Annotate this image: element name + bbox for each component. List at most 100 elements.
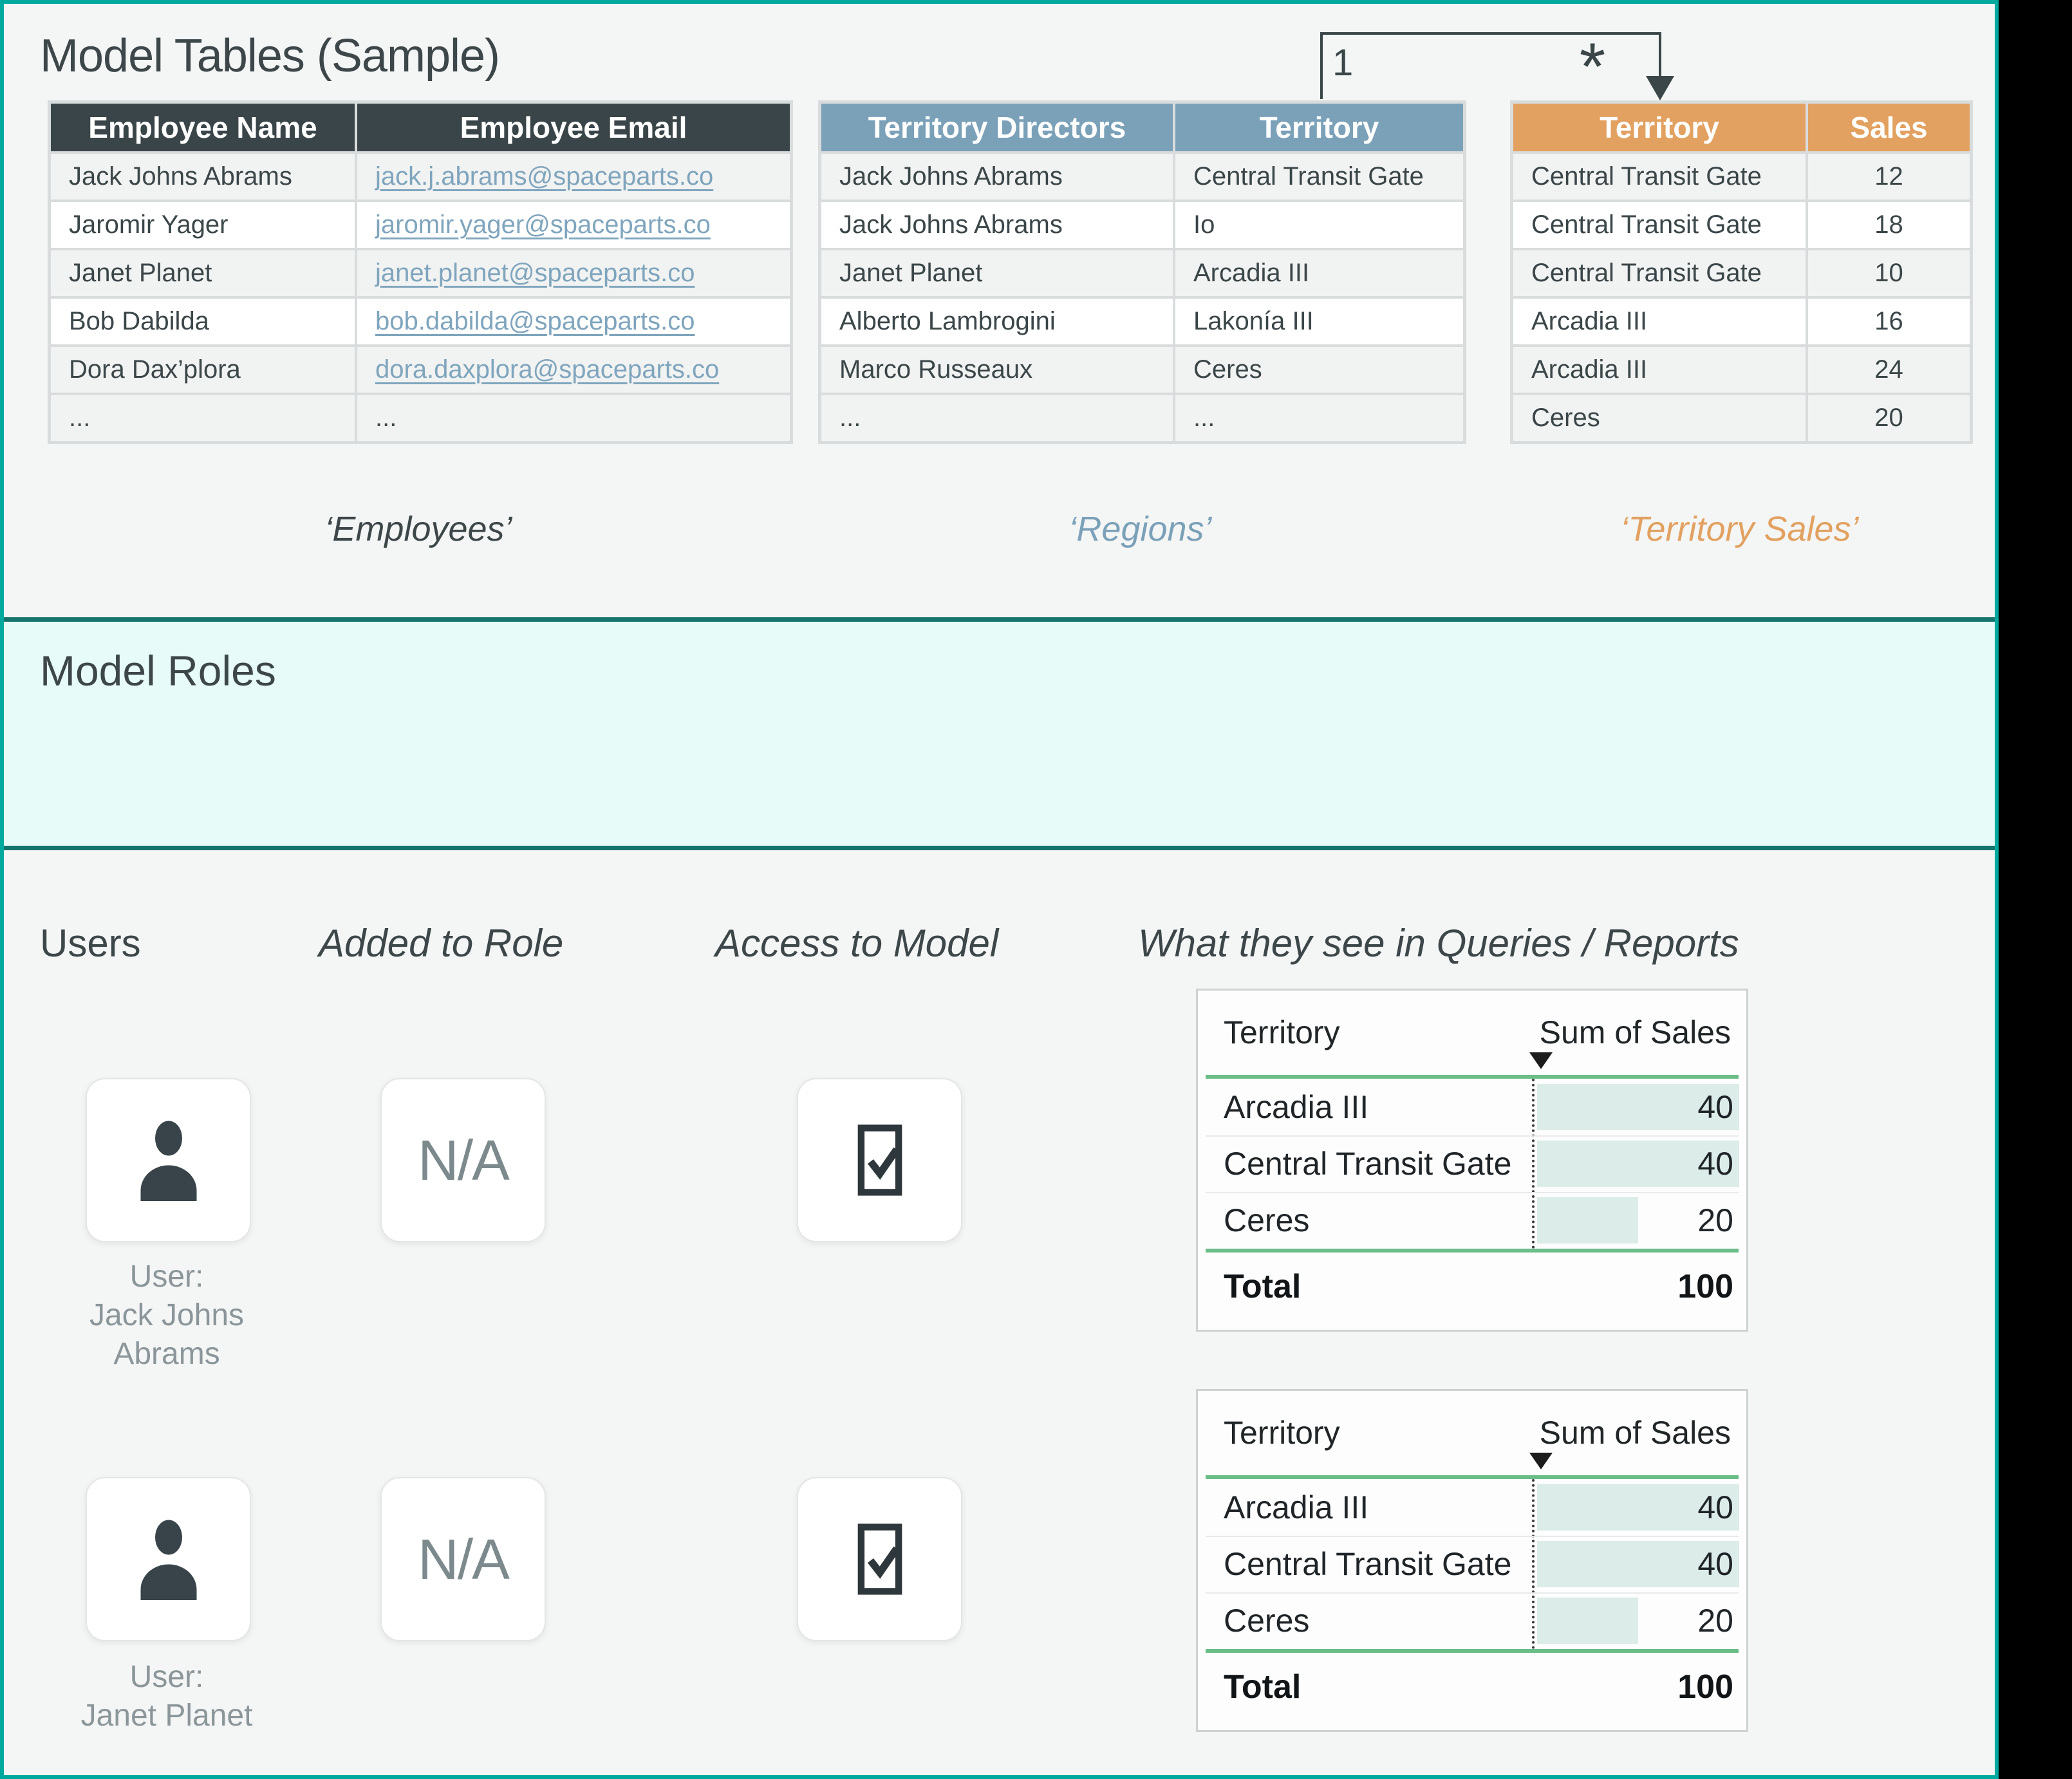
territory-sales-caption: ‘Territory Sales’ xyxy=(1620,510,1859,548)
model-tables-title: Model Tables (Sample) xyxy=(40,30,500,82)
report-table: Territory Sum of Sales Arcadia III 40 Ce… xyxy=(1196,989,1748,1332)
email-link[interactable]: dora.daxplora@spaceparts.co xyxy=(375,355,720,384)
user-avatar-card xyxy=(86,1477,251,1641)
report-value: 40 xyxy=(1697,1089,1733,1125)
user-label-line: User: xyxy=(129,1660,204,1694)
table-cell: Janet Planet xyxy=(821,250,1173,296)
divider xyxy=(1206,1249,1739,1253)
table-cell: Jaromir Yager xyxy=(51,202,355,248)
table-cell: 20 xyxy=(1808,395,1970,441)
report-total-label: Total xyxy=(1224,1668,1302,1706)
report-category: Ceres xyxy=(1224,1202,1310,1238)
column-header: Employee Name xyxy=(51,104,355,151)
table-cell: jack.j.abrams@spaceparts.co xyxy=(357,154,790,200)
column-divider xyxy=(1532,1479,1535,1649)
table-cell: Lakonía III xyxy=(1175,299,1463,344)
checked-checkbox-icon xyxy=(857,1124,902,1196)
table-cell: Central Transit Gate xyxy=(1513,250,1806,296)
report-row: Central Transit Gate 40 xyxy=(1198,1135,1746,1192)
email-link[interactable]: janet.planet@spaceparts.co xyxy=(375,259,695,287)
reports-heading: What they see in Queries / Reports xyxy=(1138,922,1739,965)
report-category: Arcadia III xyxy=(1224,1089,1369,1125)
report-value: 20 xyxy=(1697,1202,1733,1238)
column-divider xyxy=(1532,1079,1535,1249)
table-cell: Io xyxy=(1175,202,1463,248)
access-to-model-heading: Access to Model xyxy=(715,922,999,965)
report-category: Ceres xyxy=(1224,1603,1310,1639)
report-row: Ceres 20 xyxy=(1198,1192,1746,1249)
divider xyxy=(1206,1075,1739,1079)
relationship-line xyxy=(1320,32,1661,35)
table-cell: Alberto Lambrogini xyxy=(821,299,1173,344)
column-header: Employee Email xyxy=(357,104,790,151)
employees-caption: ‘Employees’ xyxy=(324,510,512,548)
person-icon xyxy=(140,1121,196,1201)
email-link[interactable]: bob.dabilda@spaceparts.co xyxy=(375,307,695,335)
column-header: Territory xyxy=(1513,104,1806,151)
role-na-label: N/A xyxy=(418,1128,510,1192)
report-total-value: 100 xyxy=(1677,1668,1733,1706)
report-category: Central Transit Gate xyxy=(1224,1546,1512,1582)
employees-table: Employee Name Employee Email Jack Johns … xyxy=(48,100,793,444)
model-roles-band: Model Roles xyxy=(4,617,1995,850)
table-cell: ... xyxy=(1175,395,1463,441)
table-cell: 12 xyxy=(1808,154,1970,200)
role-card: N/A xyxy=(380,1078,546,1242)
table-cell: Central Transit Gate xyxy=(1513,154,1806,200)
table-cell: Ceres xyxy=(1513,395,1806,441)
sort-descending-icon xyxy=(1529,1052,1553,1069)
table-cell: Ceres xyxy=(1175,347,1463,393)
table-cell: 16 xyxy=(1808,299,1970,344)
table-cell: Marco Russeaux xyxy=(821,347,1173,393)
table-cell: jaromir.yager@spaceparts.co xyxy=(357,202,790,248)
divider xyxy=(1206,1135,1739,1137)
report-row: Arcadia III 40 xyxy=(1198,1079,1746,1135)
regions-table: Territory Directors Territory Jack Johns… xyxy=(818,100,1466,444)
divider xyxy=(1206,1592,1739,1594)
divider xyxy=(1206,1536,1739,1537)
access-card xyxy=(797,1078,962,1242)
report-value: 40 xyxy=(1697,1146,1733,1182)
role-na-label: N/A xyxy=(418,1527,510,1591)
table-cell: 10 xyxy=(1808,250,1970,296)
report-row: Central Transit Gate 40 xyxy=(1198,1536,1746,1592)
cardinality-many-icon: * xyxy=(1579,30,1606,104)
report-row: Ceres 20 xyxy=(1198,1592,1746,1649)
report-value: 20 xyxy=(1697,1603,1733,1639)
table-cell: Arcadia III xyxy=(1175,250,1463,296)
table-cell: 18 xyxy=(1808,202,1970,248)
report-table: Territory Sum of Sales Arcadia III 40 Ce… xyxy=(1196,1389,1748,1732)
user-avatar-card xyxy=(86,1078,251,1242)
table-cell: Jack Johns Abrams xyxy=(821,202,1173,248)
report-total-label: Total xyxy=(1224,1268,1302,1305)
relationship-arrow-icon xyxy=(1646,76,1674,100)
table-cell: ... xyxy=(51,395,355,441)
table-cell: dora.daxplora@spaceparts.co xyxy=(357,347,790,393)
user-label-line: Abrams xyxy=(113,1337,220,1371)
email-link[interactable]: jack.j.abrams@spaceparts.co xyxy=(375,162,714,191)
report-category: Arcadia III xyxy=(1224,1489,1369,1525)
user-label-line: User: xyxy=(129,1260,204,1294)
report-value: 40 xyxy=(1697,1546,1733,1582)
email-link[interactable]: jaromir.yager@spaceparts.co xyxy=(375,210,711,239)
data-bar xyxy=(1537,1541,1739,1587)
data-bar xyxy=(1537,1484,1739,1531)
users-heading: Users xyxy=(40,922,141,965)
data-bar xyxy=(1537,1597,1638,1644)
added-to-role-heading: Added to Role xyxy=(319,922,564,965)
table-cell: janet.planet@spaceparts.co xyxy=(357,250,790,296)
relationship-line xyxy=(1320,32,1323,99)
table-cell: ... xyxy=(821,395,1173,441)
report-total-value: 100 xyxy=(1677,1268,1733,1305)
report-value: 40 xyxy=(1697,1489,1733,1525)
user-label: User: Jack Johns Abrams xyxy=(6,1258,328,1374)
relationship-line xyxy=(1659,32,1661,77)
table-cell: ... xyxy=(357,395,790,441)
diagram-canvas: Model Tables (Sample) Employee Name Empl… xyxy=(0,0,1999,1779)
table-cell: Dora Dax’plora xyxy=(51,347,355,393)
table-cell: bob.dabilda@spaceparts.co xyxy=(357,299,790,344)
table-cell: Arcadia III xyxy=(1513,347,1806,393)
user-label: User: Janet Planet xyxy=(6,1658,328,1735)
table-cell: Bob Dabilda xyxy=(51,299,355,344)
table-cell: Central Transit Gate xyxy=(1513,202,1806,248)
